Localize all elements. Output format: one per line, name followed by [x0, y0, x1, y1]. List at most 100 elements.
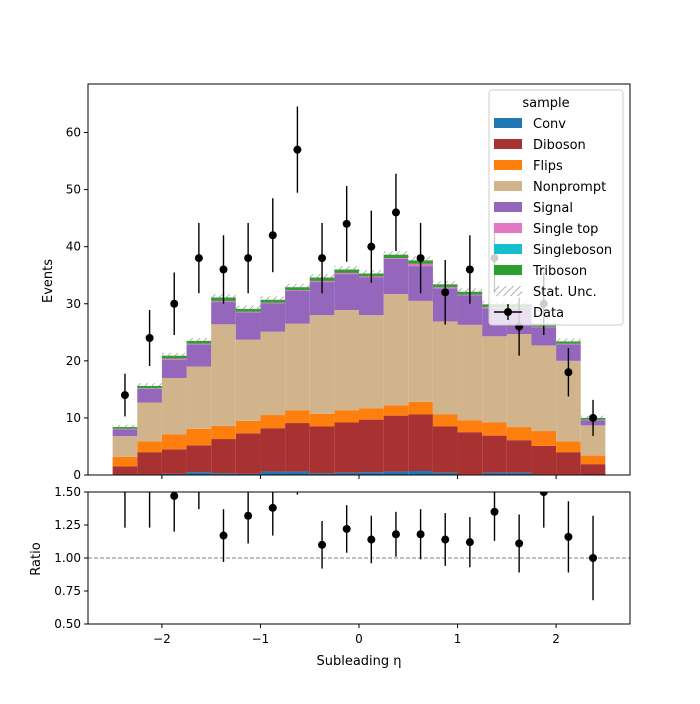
bar-nonprompt-2	[161, 377, 187, 435]
bar-diboson-8	[309, 426, 335, 474]
bar-nonprompt-9	[334, 310, 359, 411]
bar-flips-14	[457, 420, 483, 433]
bar-signal-0	[112, 429, 138, 437]
ratio-point-12	[416, 530, 425, 539]
legend-label-triboson: Triboson	[532, 264, 587, 279]
data-point-8	[318, 254, 327, 263]
bar-conv-12	[408, 471, 433, 475]
bar-conv-10	[359, 472, 384, 475]
bar-signal-9	[334, 274, 359, 311]
bar-conv-6	[260, 471, 286, 475]
ratio-point-16	[515, 539, 524, 548]
bar-signal-3	[186, 344, 212, 367]
data-point-6	[268, 231, 277, 240]
ratio-point-14	[465, 538, 474, 547]
bar-diboson-11	[383, 415, 409, 472]
ratio-point-9	[342, 524, 351, 533]
legend-label-data: Data	[533, 306, 564, 321]
bar-diboson-12	[408, 414, 433, 472]
data-point-5	[244, 254, 253, 263]
data-point-9	[342, 219, 351, 228]
stat-unc-band-9	[334, 266, 359, 273]
legend-swatch-diboson	[494, 139, 522, 149]
bar-nonprompt-7	[285, 323, 310, 411]
bar-flips-9	[334, 410, 359, 423]
legend-swatch-triboson	[494, 265, 522, 275]
y-tick-label-50: 50	[66, 183, 81, 197]
x-tick-label-1: −1	[252, 632, 270, 646]
bar-flips-16	[506, 427, 532, 441]
ratio-y-tick-label-1: 0.75	[54, 584, 81, 598]
stat-unc-band-6	[260, 296, 286, 304]
bar-signal-4	[211, 302, 236, 325]
bar-conv-2	[161, 473, 187, 475]
data-point-0	[120, 391, 129, 400]
legend-label-conv: Conv	[533, 117, 566, 132]
y-tick-label-10: 10	[66, 411, 81, 425]
data-point-12	[416, 254, 425, 263]
data-point-3	[194, 254, 203, 263]
data-point-2	[170, 299, 179, 308]
ratio-point-17	[539, 492, 548, 496]
legend-label-flips: Flips	[533, 159, 563, 174]
bar-conv-15	[482, 472, 507, 475]
bar-flips-3	[186, 428, 212, 446]
data-point-11	[391, 208, 400, 217]
bar-flips-18	[556, 441, 581, 453]
ratio-point-10	[367, 535, 376, 544]
y-tick-label-20: 20	[66, 354, 81, 368]
bar-single-top-11	[383, 258, 409, 259]
data-point-18	[564, 368, 573, 377]
ratio-y-tick-label-0: 0.50	[54, 617, 81, 631]
ratio-point-6	[268, 503, 277, 512]
bar-diboson-3	[186, 445, 212, 473]
ratio-y-tick-label-4: 1.50	[54, 485, 81, 499]
bar-flips-0	[112, 456, 138, 467]
ratio-point-15	[490, 507, 499, 516]
ratio-y-tick-label-3: 1.25	[54, 518, 81, 532]
bar-nonprompt-5	[235, 339, 261, 421]
legend: sample Conv Diboson Flips Nonprompt Signal Sin…	[488, 89, 624, 326]
legend-label-singleboson: Singleboson	[533, 243, 612, 258]
ratio-y-axis-label: Ratio	[29, 542, 44, 575]
ratio-plot-panel: 0.50 0.75 1.00 1.25 1.50 −2 −1 0 1 2	[54, 485, 631, 646]
data-point-14	[465, 265, 474, 274]
bar-nonprompt-1	[137, 402, 162, 442]
x-tick-label-0: −2	[153, 632, 171, 646]
data-point-10	[367, 242, 376, 251]
bar-diboson-16	[506, 440, 532, 473]
bar-flips-8	[309, 413, 335, 427]
bar-signal-2	[161, 359, 187, 378]
x-tick-label-2: 0	[355, 632, 363, 646]
bar-nonprompt-8	[309, 315, 335, 414]
y-tick-label-60: 60	[66, 126, 81, 140]
bar-flips-19	[580, 455, 606, 465]
bar-signal-5	[235, 312, 261, 340]
bar-flips-17	[531, 431, 557, 446]
ratio-point-11	[391, 530, 400, 539]
y-tick-label-40: 40	[66, 240, 81, 254]
bar-diboson-4	[211, 439, 236, 474]
legend-swatch-conv	[494, 118, 522, 128]
ratio-points	[88, 492, 630, 601]
bar-diboson-15	[482, 435, 507, 473]
legend-swatch-data	[504, 308, 512, 316]
y-tick-label-0: 0	[73, 468, 81, 482]
bar-signal-11	[383, 258, 409, 295]
x-axis-label: Subleading η	[316, 654, 401, 669]
bar-nonprompt-10	[359, 315, 384, 409]
bar-diboson-6	[260, 428, 286, 472]
bar-conv-3	[186, 472, 212, 475]
y-tick-label-30: 30	[66, 297, 81, 311]
bar-conv-9	[334, 472, 359, 475]
bar-nonprompt-12	[408, 300, 433, 402]
data-point-4	[219, 265, 228, 274]
bar-flips-13	[432, 414, 458, 427]
bar-diboson-14	[457, 432, 483, 475]
bar-diboson-2	[161, 449, 187, 474]
bar-nonprompt-4	[211, 324, 236, 426]
bar-conv-7	[285, 471, 310, 475]
legend-title: sample	[522, 96, 569, 111]
data-point-19	[589, 413, 598, 422]
